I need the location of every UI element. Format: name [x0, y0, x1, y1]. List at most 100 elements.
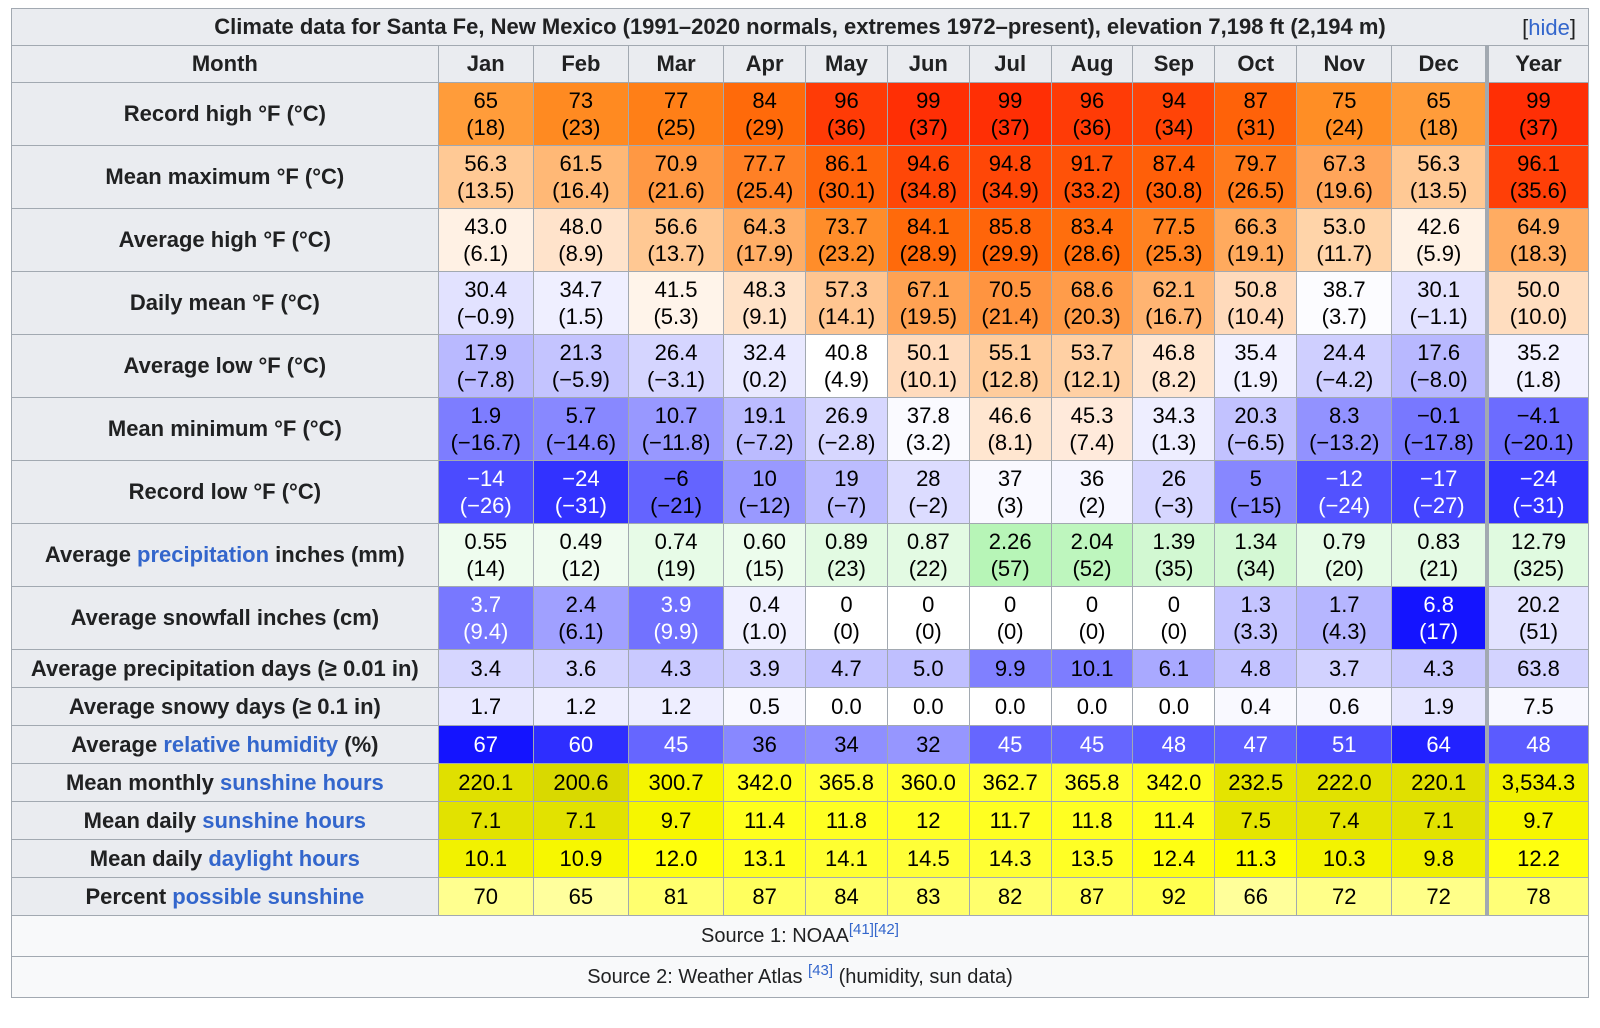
- table-row: Record low °F (°C) −14 (−26) −24 (−31) −6 (−21…: [11, 460, 1589, 524]
- cell-metric-value: (−4.2): [1315, 367, 1374, 392]
- row-label-link[interactable]: sunshine hours: [202, 807, 367, 833]
- cell-metric-value: (37): [908, 115, 948, 140]
- data-cell: 94.6 (34.8): [886, 145, 970, 209]
- data-cell: 56.6 (13.7): [627, 208, 725, 272]
- cell-metric-value: (25.3): [1145, 241, 1203, 266]
- cell-value: 78: [1526, 884, 1551, 909]
- data-cell: 0.83 (21): [1391, 523, 1488, 587]
- data-cell: 12.79 (325): [1484, 523, 1589, 587]
- row-label-link[interactable]: sunshine hours: [219, 769, 384, 795]
- row-label-link[interactable]: precipitation: [137, 542, 270, 567]
- data-cell: 12.0: [627, 839, 725, 878]
- hide-link[interactable]: hide: [1528, 15, 1570, 40]
- row-label: Daily mean °F (°C): [11, 271, 439, 335]
- cell-metric-value: (29.9): [981, 241, 1039, 266]
- month-header-sep: Sep: [1132, 45, 1216, 83]
- data-cell: 13.1: [723, 839, 807, 878]
- cell-value: 0.87: [906, 529, 950, 554]
- data-cell: 77 (25): [627, 82, 725, 146]
- data-cell: 0.0: [805, 687, 888, 726]
- cell-metric-value: (−6.5): [1226, 430, 1285, 455]
- month-header-jun: Jun: [886, 45, 970, 83]
- cell-metric-value: (2): [1078, 493, 1106, 518]
- cell-value: 36: [1079, 466, 1105, 491]
- cell-metric-value: (−3.1): [647, 367, 706, 392]
- table-row: Percent possible sunshine 70 65 81 87 84 83 82 8…: [11, 877, 1589, 916]
- cell-value: 0.60: [743, 529, 786, 554]
- cell-value: 45.3: [1070, 403, 1114, 428]
- row-label-text: inches (mm): [269, 542, 405, 567]
- hide-toggle[interactable]: [hide]: [1522, 15, 1576, 40]
- cell-metric-value: (21.6): [647, 178, 705, 203]
- data-cell: 1.3 (3.3): [1214, 586, 1298, 650]
- table-row: Average relative humidity (%) 67 60 45 36 34 3…: [11, 725, 1589, 764]
- cell-value: 342.0: [737, 770, 793, 795]
- cell-metric-value: (25): [656, 115, 696, 140]
- data-cell: 70.9 (21.6): [627, 145, 725, 209]
- row-label-link[interactable]: relative humidity: [163, 731, 339, 757]
- data-cell: 77.5 (25.3): [1132, 208, 1216, 272]
- cell-value: 0.0: [913, 694, 944, 719]
- cell-value: 36: [752, 732, 777, 757]
- row-label-link[interactable]: daylight hours: [208, 845, 360, 871]
- cell-metric-value: (34): [1154, 115, 1194, 140]
- data-cell: 64: [1391, 725, 1488, 764]
- cell-value: 11.8: [1071, 808, 1113, 833]
- table-row: Average low °F (°C) 17.9 (−7.8) 21.3 (−5.9) 2…: [11, 334, 1589, 398]
- data-cell: 0.89 (23): [805, 523, 888, 587]
- cell-value: 64.9: [1517, 214, 1560, 239]
- cell-value: 7.4: [1328, 808, 1360, 833]
- data-cell: 70: [437, 877, 534, 916]
- cell-value: 87: [752, 884, 777, 909]
- row-label-link[interactable]: possible sunshine: [172, 883, 365, 909]
- data-cell: 48: [1132, 725, 1216, 764]
- cell-metric-value: (0): [996, 619, 1024, 644]
- climate-table-container: Climate data for Santa Fe, New Mexico (1…: [11, 8, 1589, 998]
- data-cell: 7.1: [437, 801, 534, 840]
- cell-value: 56.3: [1417, 151, 1461, 176]
- data-cell: 1.9 (−16.7): [437, 397, 534, 461]
- month-header-jan: Jan: [437, 45, 534, 83]
- cell-value: 66.3: [1234, 214, 1278, 239]
- source-2-text: Source 2: Weather Atlas: [587, 965, 809, 988]
- row-label-text: Record high °F (°C): [123, 101, 326, 126]
- data-cell: 1.9: [1391, 687, 1488, 726]
- cell-value: 46.6: [988, 403, 1032, 428]
- cell-value: 10.1: [1070, 656, 1114, 681]
- data-cell: 45.3 (7.4): [1050, 397, 1134, 461]
- cell-value: −6: [663, 466, 689, 491]
- cell-value: 12.79: [1510, 529, 1567, 554]
- source-2-ref[interactable]: [43]: [808, 961, 834, 979]
- cell-value: 0: [922, 592, 935, 617]
- row-label-text: Average: [44, 542, 138, 567]
- data-cell: 45: [1050, 725, 1134, 764]
- data-cell: 0 (0): [886, 586, 970, 650]
- table-row: Average snowy days (≥ 0.1 in) 1.7 1.2 1.2 0.…: [11, 687, 1589, 726]
- cell-metric-value: (22): [908, 556, 948, 581]
- cell-value: 1.3: [1240, 592, 1272, 617]
- data-cell: 48.0 (8.9): [532, 208, 630, 272]
- data-cell: 68.6 (20.3): [1050, 271, 1134, 335]
- data-cell: 73 (23): [532, 82, 630, 146]
- cell-value: 45: [663, 732, 689, 757]
- data-cell: 11.3: [1214, 839, 1298, 878]
- cell-value: 99: [997, 88, 1023, 113]
- cell-metric-value: (−2.8): [817, 430, 876, 455]
- cell-metric-value: (52): [1072, 556, 1112, 581]
- data-cell: 67.3 (19.6): [1296, 145, 1393, 209]
- data-cell: 11.8: [805, 801, 888, 840]
- data-cell: 87: [723, 877, 807, 916]
- cell-value: −4.1: [1516, 403, 1561, 428]
- row-label: Mean monthly sunshine hours: [11, 763, 439, 802]
- data-cell: 60: [532, 725, 630, 764]
- cell-value: 13.1: [743, 846, 786, 871]
- data-cell: 7.1: [1391, 801, 1488, 840]
- cell-value: 3.7: [470, 592, 502, 617]
- cell-metric-value: (35.6): [1509, 178, 1568, 203]
- source-1-refs[interactable]: [41][42]: [848, 920, 899, 938]
- data-cell: 9.7: [1484, 801, 1589, 840]
- cell-metric-value: (−12): [738, 493, 791, 518]
- cell-value: 21.3: [559, 340, 603, 365]
- cell-value: 73: [568, 88, 594, 113]
- data-cell: 50.8 (10.4): [1214, 271, 1298, 335]
